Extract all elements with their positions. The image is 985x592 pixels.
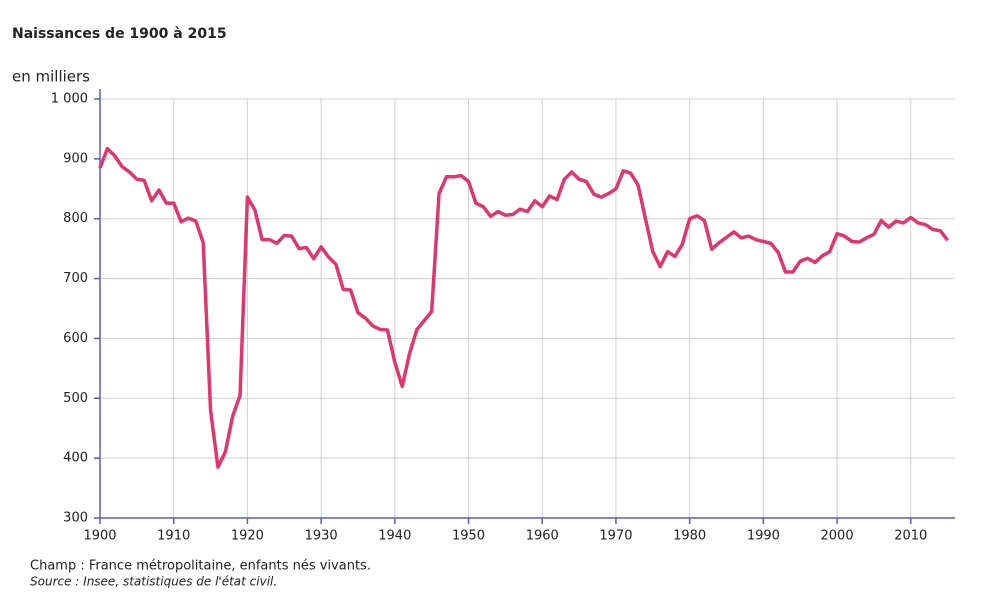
- x-tick-label: 1960: [526, 529, 559, 544]
- x-tick-label: 1930: [305, 529, 338, 544]
- x-tick-label: 1950: [452, 529, 485, 544]
- x-tick-label: 1900: [83, 529, 116, 544]
- x-tick-label: 2000: [821, 529, 854, 544]
- x-tick-label: 1940: [378, 529, 411, 544]
- y-tick-label: 500: [63, 391, 88, 406]
- y-axis-label: en milliers: [12, 68, 90, 86]
- y-tick-label: 300: [63, 511, 88, 526]
- x-tick-label: 1990: [747, 529, 780, 544]
- note: Champ : France métropolitaine, enfants n…: [30, 559, 371, 574]
- x-tick-label: 1970: [599, 529, 632, 544]
- x-tick-label: 2010: [894, 529, 927, 544]
- y-tick-label: 400: [63, 451, 88, 466]
- data-line: [98, 146, 950, 469]
- y-tick-label: 700: [63, 271, 88, 286]
- y-tick-label: 800: [63, 211, 88, 226]
- y-tick-label: 600: [63, 331, 88, 346]
- x-tick-label: 1920: [231, 529, 264, 544]
- x-tick-label: 1910: [157, 529, 190, 544]
- source: Source : Insee, statistiques de l'état c…: [30, 575, 277, 589]
- y-tick-label: 900: [63, 151, 88, 166]
- y-tick-label: 1 000: [51, 92, 88, 107]
- x-tick-label: 1980: [673, 529, 706, 544]
- chart-title: Naissances de 1900 à 2015: [12, 26, 227, 42]
